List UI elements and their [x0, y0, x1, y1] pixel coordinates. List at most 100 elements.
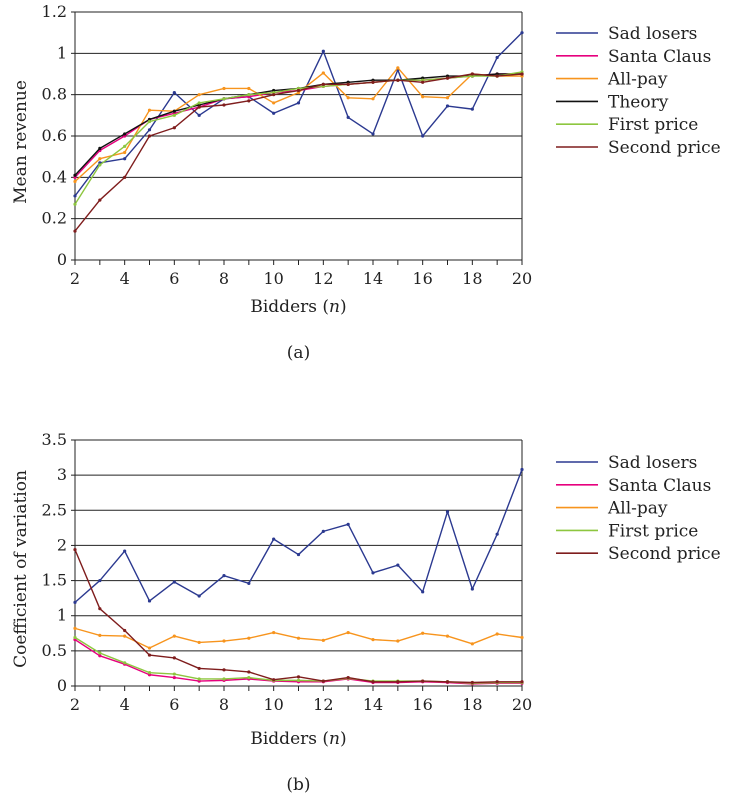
- series-line: [74, 469, 523, 603]
- data-point: [222, 668, 226, 672]
- data-point: [73, 626, 77, 630]
- y-tick-label: 3: [57, 465, 67, 484]
- x-tick-label: 6: [169, 269, 179, 288]
- x-tick-label: 16: [412, 269, 432, 288]
- data-point: [73, 194, 77, 198]
- data-point: [222, 97, 226, 101]
- x-tick-label: 20: [512, 269, 532, 288]
- chart-panel-a: 0 0.2 0.4 0.6 0.8 1 1.2 2 4 6 8 10 12 14 16 18 20 Sad los…: [11, 2, 721, 363]
- x-axis-title-text: Bidders (: [250, 729, 329, 749]
- data-point: [396, 78, 400, 82]
- y-tick-label: 1: [57, 606, 67, 625]
- data-point: [272, 630, 276, 635]
- data-point: [98, 654, 102, 658]
- data-point: [147, 653, 152, 657]
- data-point: [247, 675, 251, 680]
- legend-label: Sad losers: [608, 24, 697, 44]
- data-point: [272, 101, 276, 105]
- data-point: [222, 103, 226, 107]
- data-point: [272, 537, 276, 541]
- data-point: [272, 678, 276, 682]
- data-point: [73, 173, 77, 177]
- x-axis-title-text: Bidders (: [250, 297, 329, 317]
- x-tick-label: 12: [313, 695, 333, 714]
- x-axis-title-close: ): [340, 729, 347, 749]
- data-point: [123, 157, 127, 161]
- legend-label: First price: [608, 115, 698, 135]
- data-point: [421, 134, 425, 138]
- x-tick-label: 10: [263, 269, 283, 288]
- data-point: [73, 179, 77, 184]
- data-point: [296, 636, 301, 640]
- data-point: [321, 82, 325, 86]
- y-tick-label: 0: [57, 250, 67, 269]
- y-tick-label: 0.5: [42, 641, 67, 660]
- y-tick-label: 1.5: [42, 571, 67, 590]
- data-point: [520, 680, 524, 684]
- data-point: [495, 632, 499, 636]
- data-point: [470, 107, 474, 111]
- data-point: [247, 636, 251, 640]
- data-point: [296, 552, 301, 557]
- x-axis-title: Bidders (n): [250, 297, 346, 317]
- data-point: [470, 587, 474, 591]
- series-line: [74, 32, 523, 197]
- data-point: [247, 581, 251, 585]
- data-point: [495, 74, 499, 78]
- data-point: [371, 132, 375, 136]
- data-point: [445, 76, 450, 80]
- data-point: [123, 132, 127, 136]
- legend-label: All-pay: [607, 70, 668, 90]
- x-tick-label: 18: [462, 269, 482, 288]
- legend-label: Santa Claus: [608, 476, 711, 496]
- y-tick-label: 0.8: [42, 85, 67, 104]
- data-point: [445, 96, 450, 100]
- data-point: [396, 639, 400, 643]
- data-point: [520, 72, 524, 76]
- data-point: [197, 113, 201, 117]
- data-point: [222, 574, 226, 578]
- data-point: [98, 607, 102, 611]
- legend-label: Santa Claus: [608, 47, 711, 67]
- data-point: [222, 639, 226, 643]
- x-tick-label: 18: [462, 695, 482, 714]
- data-point: [321, 71, 325, 75]
- data-point: [197, 677, 201, 681]
- data-point: [172, 91, 176, 95]
- data-point: [73, 229, 77, 233]
- data-point: [197, 666, 201, 671]
- y-axis-title: Coefficient of variation: [11, 470, 31, 668]
- data-point: [296, 675, 301, 679]
- data-point: [98, 651, 102, 655]
- y-tick-label: 1: [57, 43, 67, 62]
- data-point: [73, 202, 77, 206]
- chart-panel-b: 0 0.5 1 1.5 2 2.5 3 3.5 2 4 6 8 10 12 14 16 18 20 Sad lose…: [11, 430, 721, 795]
- data-point: [421, 631, 425, 635]
- x-axis-title-variable: n: [329, 729, 340, 749]
- data-point: [73, 548, 77, 552]
- data-point: [321, 49, 325, 53]
- x-tick-label: 14: [363, 269, 383, 288]
- x-axis-title-variable: n: [329, 297, 340, 317]
- x-tick-label: 6: [169, 695, 179, 714]
- data-point: [321, 638, 325, 642]
- data-point: [371, 571, 375, 575]
- data-point: [247, 99, 251, 103]
- data-point: [247, 670, 251, 674]
- x-tick-label: 4: [120, 695, 130, 714]
- data-point: [222, 86, 226, 91]
- data-point: [147, 599, 152, 603]
- data-point: [520, 635, 524, 640]
- data-point: [172, 126, 176, 130]
- data-point: [371, 638, 375, 642]
- data-point: [321, 529, 325, 533]
- data-point: [73, 600, 77, 604]
- y-tick-label: 2.5: [42, 500, 67, 519]
- data-point: [172, 109, 176, 113]
- data-point: [296, 101, 301, 105]
- data-point: [197, 594, 201, 598]
- series-line: [74, 73, 523, 232]
- data-point: [346, 96, 350, 100]
- data-point: [495, 680, 499, 684]
- data-point: [445, 680, 450, 684]
